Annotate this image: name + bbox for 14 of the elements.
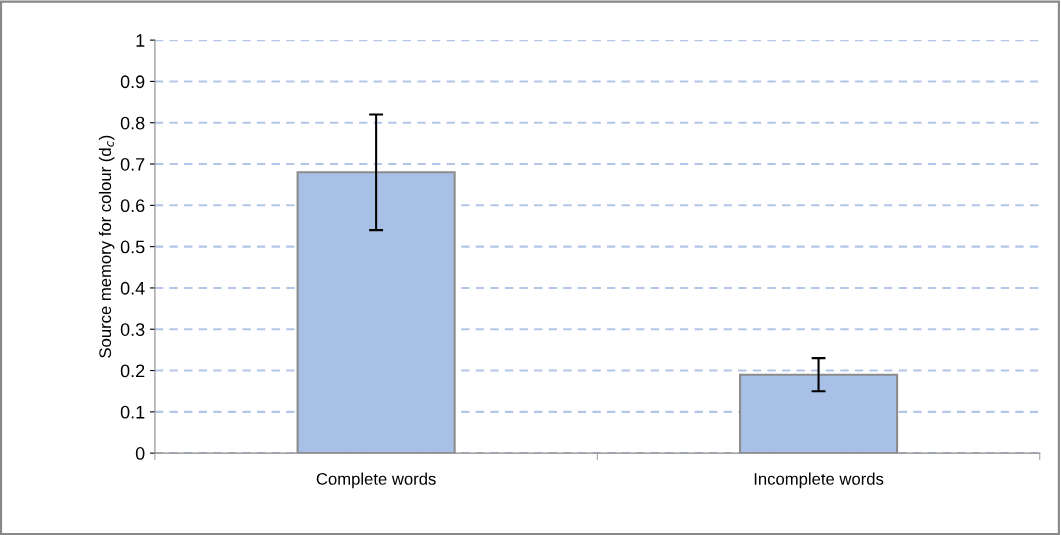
x-tick-label: Incomplete words xyxy=(754,472,884,489)
y-tick-label: 0.4 xyxy=(120,281,145,295)
y-tick-label: 0.2 xyxy=(120,364,145,378)
y-tick-label: 0.6 xyxy=(120,199,145,213)
y-tick-label: 1 xyxy=(136,34,145,47)
y-tick-label: 0.3 xyxy=(120,323,145,336)
y-axis-title: Source memory for colour (d$_{c}$) xyxy=(98,135,115,358)
y-tick-label: 0.5 xyxy=(120,240,145,254)
y-tick-label: 0.7 xyxy=(120,157,145,171)
y-tick-label: 0.1 xyxy=(120,405,145,419)
y-tick-label: 0 xyxy=(135,447,145,460)
x-tick-label: Complete words xyxy=(316,472,436,489)
y-tick-label: 0.8 xyxy=(120,116,145,130)
y-tick-label: 0.9 xyxy=(120,75,145,89)
